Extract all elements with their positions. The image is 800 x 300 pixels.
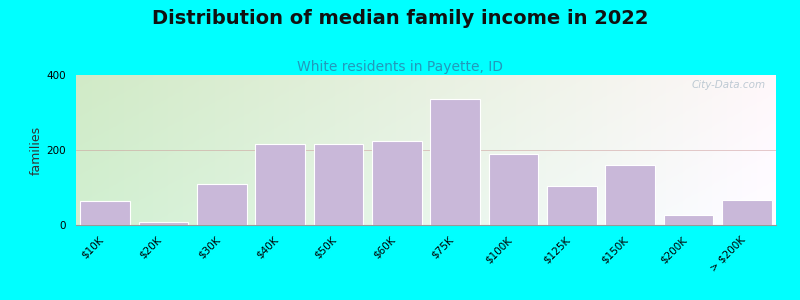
Bar bbox=[606, 165, 655, 225]
Bar bbox=[722, 200, 772, 225]
Bar bbox=[80, 201, 130, 225]
Y-axis label: families: families bbox=[30, 125, 42, 175]
Bar bbox=[138, 222, 188, 225]
Text: City-Data.com: City-Data.com bbox=[691, 80, 766, 89]
Bar bbox=[255, 144, 305, 225]
Bar bbox=[314, 144, 363, 225]
Bar bbox=[430, 99, 480, 225]
Bar bbox=[664, 214, 714, 225]
Text: White residents in Payette, ID: White residents in Payette, ID bbox=[297, 60, 503, 74]
Bar bbox=[372, 141, 422, 225]
Bar bbox=[489, 154, 538, 225]
Text: Distribution of median family income in 2022: Distribution of median family income in … bbox=[152, 9, 648, 28]
Bar bbox=[197, 184, 246, 225]
Bar bbox=[547, 186, 597, 225]
